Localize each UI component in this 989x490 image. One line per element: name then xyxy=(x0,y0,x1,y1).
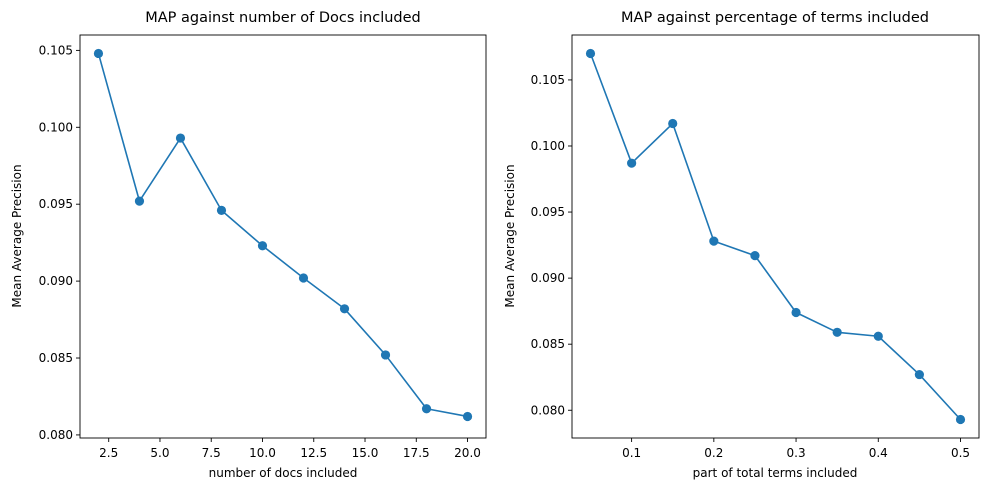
left-data-point xyxy=(134,196,145,206)
left-series-line xyxy=(97,53,468,418)
right-x-tick-label: 0.1 xyxy=(622,446,641,460)
left-chart-series xyxy=(93,48,473,422)
left-data-point xyxy=(216,205,227,215)
left-chart-x-ticks: 2.5 5.0 7.5 10.0 12.5 15.0 17.5 20.0 xyxy=(99,438,481,460)
right-x-tick-label: 0.4 xyxy=(869,446,888,460)
right-y-tick-label: 0.095 xyxy=(531,205,565,219)
left-y-tick-label: 0.100 xyxy=(39,120,73,134)
right-x-tick-label: 0.5 xyxy=(951,446,970,460)
right-data-point xyxy=(627,158,637,168)
right-series-line xyxy=(589,53,962,421)
left-x-tick-label: 20.0 xyxy=(454,446,481,460)
left-y-tick-label: 0.085 xyxy=(39,351,73,365)
right-data-point xyxy=(873,331,883,341)
right-chart-title: MAP against percentage of terms included xyxy=(621,10,929,26)
right-y-tick-label: 0.100 xyxy=(531,139,565,153)
right-data-point xyxy=(791,307,801,318)
left-x-tick-label: 17.5 xyxy=(403,446,430,460)
right-data-point xyxy=(955,414,966,425)
left-x-tick-label: 10.0 xyxy=(249,446,276,460)
right-x-tick-label: 0.2 xyxy=(704,446,723,460)
left-data-point xyxy=(339,304,350,314)
right-chart: MAP against percentage of terms included… xyxy=(503,10,980,480)
right-x-tick-label: 0.3 xyxy=(787,446,806,460)
left-y-tick-label: 0.080 xyxy=(39,428,73,442)
left-chart-x-axis-label: number of docs included xyxy=(209,466,358,480)
left-chart-title: MAP against number of Docs included xyxy=(145,10,421,26)
left-chart-frame xyxy=(79,34,487,439)
right-data-point xyxy=(750,251,760,261)
left-y-tick-label: 0.095 xyxy=(39,197,73,211)
right-chart-y-axis-label: Mean Average Precision xyxy=(503,164,517,307)
right-data-point xyxy=(585,48,596,59)
left-chart: MAP against number of Docs included 2.5 5… xyxy=(10,10,487,480)
left-data-point xyxy=(298,273,309,283)
right-y-tick-label: 0.080 xyxy=(531,403,565,417)
right-data-point xyxy=(914,369,924,380)
right-chart-series xyxy=(585,48,966,425)
right-chart-x-axis-label: part of total terms included xyxy=(693,466,858,480)
left-y-tick-label: 0.105 xyxy=(39,43,73,57)
left-x-tick-label: 5.0 xyxy=(150,446,169,460)
right-chart-frame xyxy=(571,34,980,439)
right-chart-y-ticks: 0.080 0.085 0.090 0.095 0.100 0.105 xyxy=(531,73,572,417)
right-chart-x-ticks: 0.1 0.2 0.3 0.4 0.5 xyxy=(622,438,970,460)
left-x-tick-label: 7.5 xyxy=(202,446,221,460)
right-y-tick-label: 0.085 xyxy=(531,337,565,351)
left-chart-y-axis-label: Mean Average Precision xyxy=(10,164,24,307)
left-chart-y-ticks: 0.080 0.085 0.090 0.095 0.100 0.105 xyxy=(39,43,80,442)
left-y-tick-label: 0.090 xyxy=(39,274,73,288)
right-y-tick-label: 0.090 xyxy=(531,271,565,285)
left-data-point xyxy=(257,241,268,251)
left-x-tick-label: 15.0 xyxy=(352,446,379,460)
right-data-point xyxy=(832,327,842,337)
left-data-point xyxy=(462,411,473,422)
left-x-tick-label: 2.5 xyxy=(99,446,118,460)
left-data-point xyxy=(421,404,432,414)
right-data-point xyxy=(709,236,719,246)
left-data-point xyxy=(93,48,104,59)
right-data-point xyxy=(668,118,678,129)
right-y-tick-label: 0.105 xyxy=(531,73,565,87)
left-x-tick-label: 12.5 xyxy=(300,446,327,460)
left-data-point xyxy=(380,350,391,360)
left-data-point xyxy=(175,133,186,143)
